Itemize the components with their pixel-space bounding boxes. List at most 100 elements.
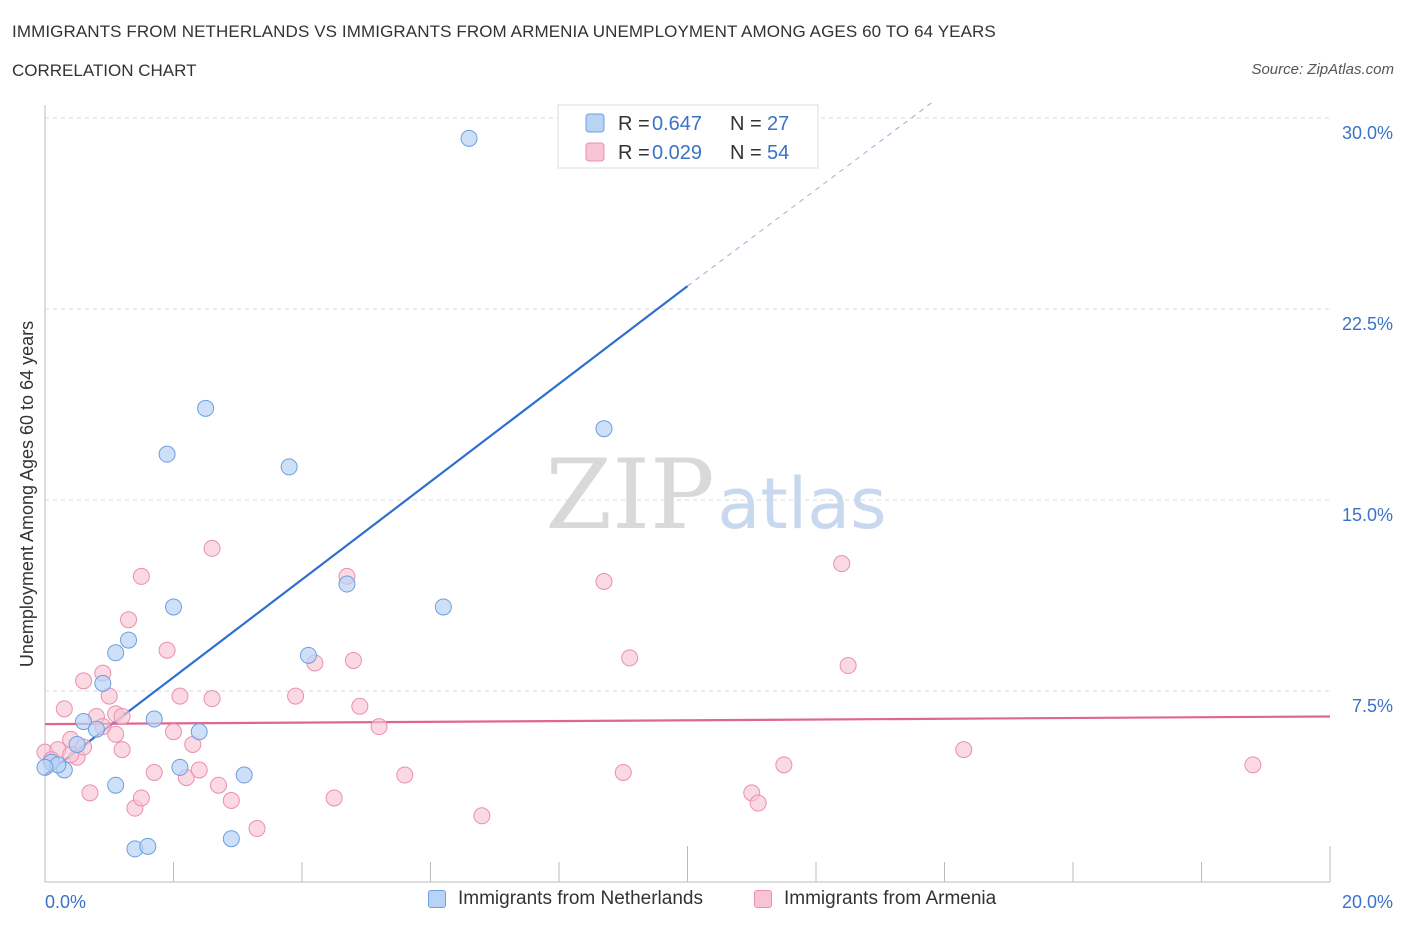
netherlands-point (171, 758, 189, 776)
y-tick-label: 15.0% (1342, 505, 1393, 525)
netherlands-point (107, 776, 125, 794)
legend-label-armenia: Immigrants from Armenia (784, 888, 997, 909)
netherlands-trend-line (44, 285, 689, 776)
armenia-points (36, 539, 1262, 838)
netherlands-point (87, 720, 105, 738)
stats-r-label: R = (618, 113, 650, 135)
chart-subtitle: CORRELATION CHART (12, 61, 197, 80)
y-tick-label: 22.5% (1342, 314, 1393, 334)
legend-swatch-netherlands (428, 890, 446, 908)
armenia-point (614, 763, 632, 781)
netherlands-point (145, 710, 163, 728)
armenia-point (190, 761, 208, 779)
armenia-point (113, 707, 131, 725)
armenia-point (158, 641, 176, 659)
armenia-point (113, 741, 131, 759)
netherlands-point (299, 646, 317, 664)
netherlands-point (235, 766, 253, 784)
armenia-point (120, 611, 138, 629)
trend-lines (44, 102, 1331, 776)
armenia-point (955, 741, 973, 759)
armenia-point (248, 820, 266, 838)
tick-labels: 7.5% 15.0% 22.5% 30.0% 0.0% 20.0% (45, 123, 1393, 912)
armenia-point (81, 784, 99, 802)
netherlands-point (165, 598, 182, 616)
netherlands-point (280, 458, 298, 476)
armenia-point (209, 776, 227, 794)
netherlands-point (94, 674, 112, 692)
stats-r-value: 0.647 (652, 113, 702, 135)
netherlands-point (68, 735, 86, 753)
y-tick-label: 30.0% (1342, 123, 1393, 143)
y-axis-title-group: Unemployment Among Ages 60 to 64 years (17, 321, 37, 667)
netherlands-point (434, 598, 452, 616)
armenia-point (749, 794, 767, 812)
armenia-point (165, 723, 182, 741)
armenia-point (351, 697, 369, 715)
stats-n-value: 27 (767, 113, 789, 135)
axes (44, 105, 1331, 883)
armenia-point (621, 649, 639, 667)
legend-item-netherlands[interactable]: Immigrants from Netherlands (428, 888, 703, 910)
armenia-point (370, 718, 388, 736)
chart-title: IMMIGRANTS FROM NETHERLANDS VS IMMIGRANT… (12, 22, 996, 41)
armenia-point (1244, 756, 1262, 774)
stats-legend: R = 0.647 N = 27 R = 0.029 N = 54 (557, 104, 819, 169)
netherlands-point (120, 631, 138, 649)
armenia-trend-line (44, 715, 1331, 726)
source-label: Source: ZipAtlas.com (1251, 61, 1394, 78)
armenia-point (595, 572, 613, 590)
netherlands-point (197, 399, 215, 417)
x-tick-label: 20.0% (1342, 892, 1393, 912)
netherlands-point (36, 758, 54, 776)
grid (45, 117, 1330, 692)
netherlands-point (222, 830, 240, 848)
netherlands-point (190, 723, 208, 741)
armenia-point (287, 687, 305, 705)
armenia-point (775, 756, 793, 774)
legend-label-netherlands: Immigrants from Netherlands (458, 888, 703, 909)
netherlands-point (75, 713, 93, 731)
netherlands-point (107, 644, 125, 662)
stats-n-value: 54 (767, 142, 789, 164)
armenia-point (833, 555, 851, 573)
y-tick-label: 7.5% (1352, 696, 1393, 716)
netherlands-points (36, 129, 613, 858)
armenia-point (325, 789, 343, 807)
netherlands-trend-extension (687, 102, 932, 287)
armenia-point (75, 672, 93, 690)
armenia-point (222, 792, 240, 810)
stats-legend-swatch (585, 113, 605, 133)
stats-r-label: R = (618, 142, 650, 164)
stats-r-value: 0.029 (652, 142, 702, 164)
netherlands-point (139, 837, 157, 855)
armenia-point (396, 766, 414, 784)
armenia-point (107, 725, 125, 743)
armenia-point (203, 539, 221, 557)
netherlands-point (338, 575, 356, 593)
armenia-point (203, 690, 221, 708)
y-axis-title: Unemployment Among Ages 60 to 64 years (17, 321, 37, 667)
legend-item-armenia[interactable]: Immigrants from Armenia (754, 888, 996, 910)
stats-n-label: N = (730, 142, 762, 164)
stats-n-label: N = (730, 113, 762, 135)
x-tick-label: 0.0% (45, 892, 86, 912)
armenia-point (132, 567, 150, 585)
stats-legend-swatch (585, 142, 605, 162)
armenia-point (145, 763, 163, 781)
armenia-point (132, 789, 150, 807)
watermark-zip: ZIP (545, 439, 714, 551)
netherlands-point (595, 420, 613, 438)
watermark-atlas: atlas (717, 463, 886, 545)
netherlands-point (460, 129, 478, 147)
armenia-point (171, 687, 189, 705)
armenia-point (473, 807, 491, 825)
series-legend: Immigrants from Netherlands Immigrants f… (0, 888, 1406, 918)
armenia-point (55, 700, 73, 718)
netherlands-point (158, 445, 176, 463)
legend-swatch-armenia (754, 890, 772, 908)
armenia-point (344, 651, 362, 669)
armenia-point (839, 657, 857, 675)
watermark: ZIP atlas (545, 439, 886, 551)
